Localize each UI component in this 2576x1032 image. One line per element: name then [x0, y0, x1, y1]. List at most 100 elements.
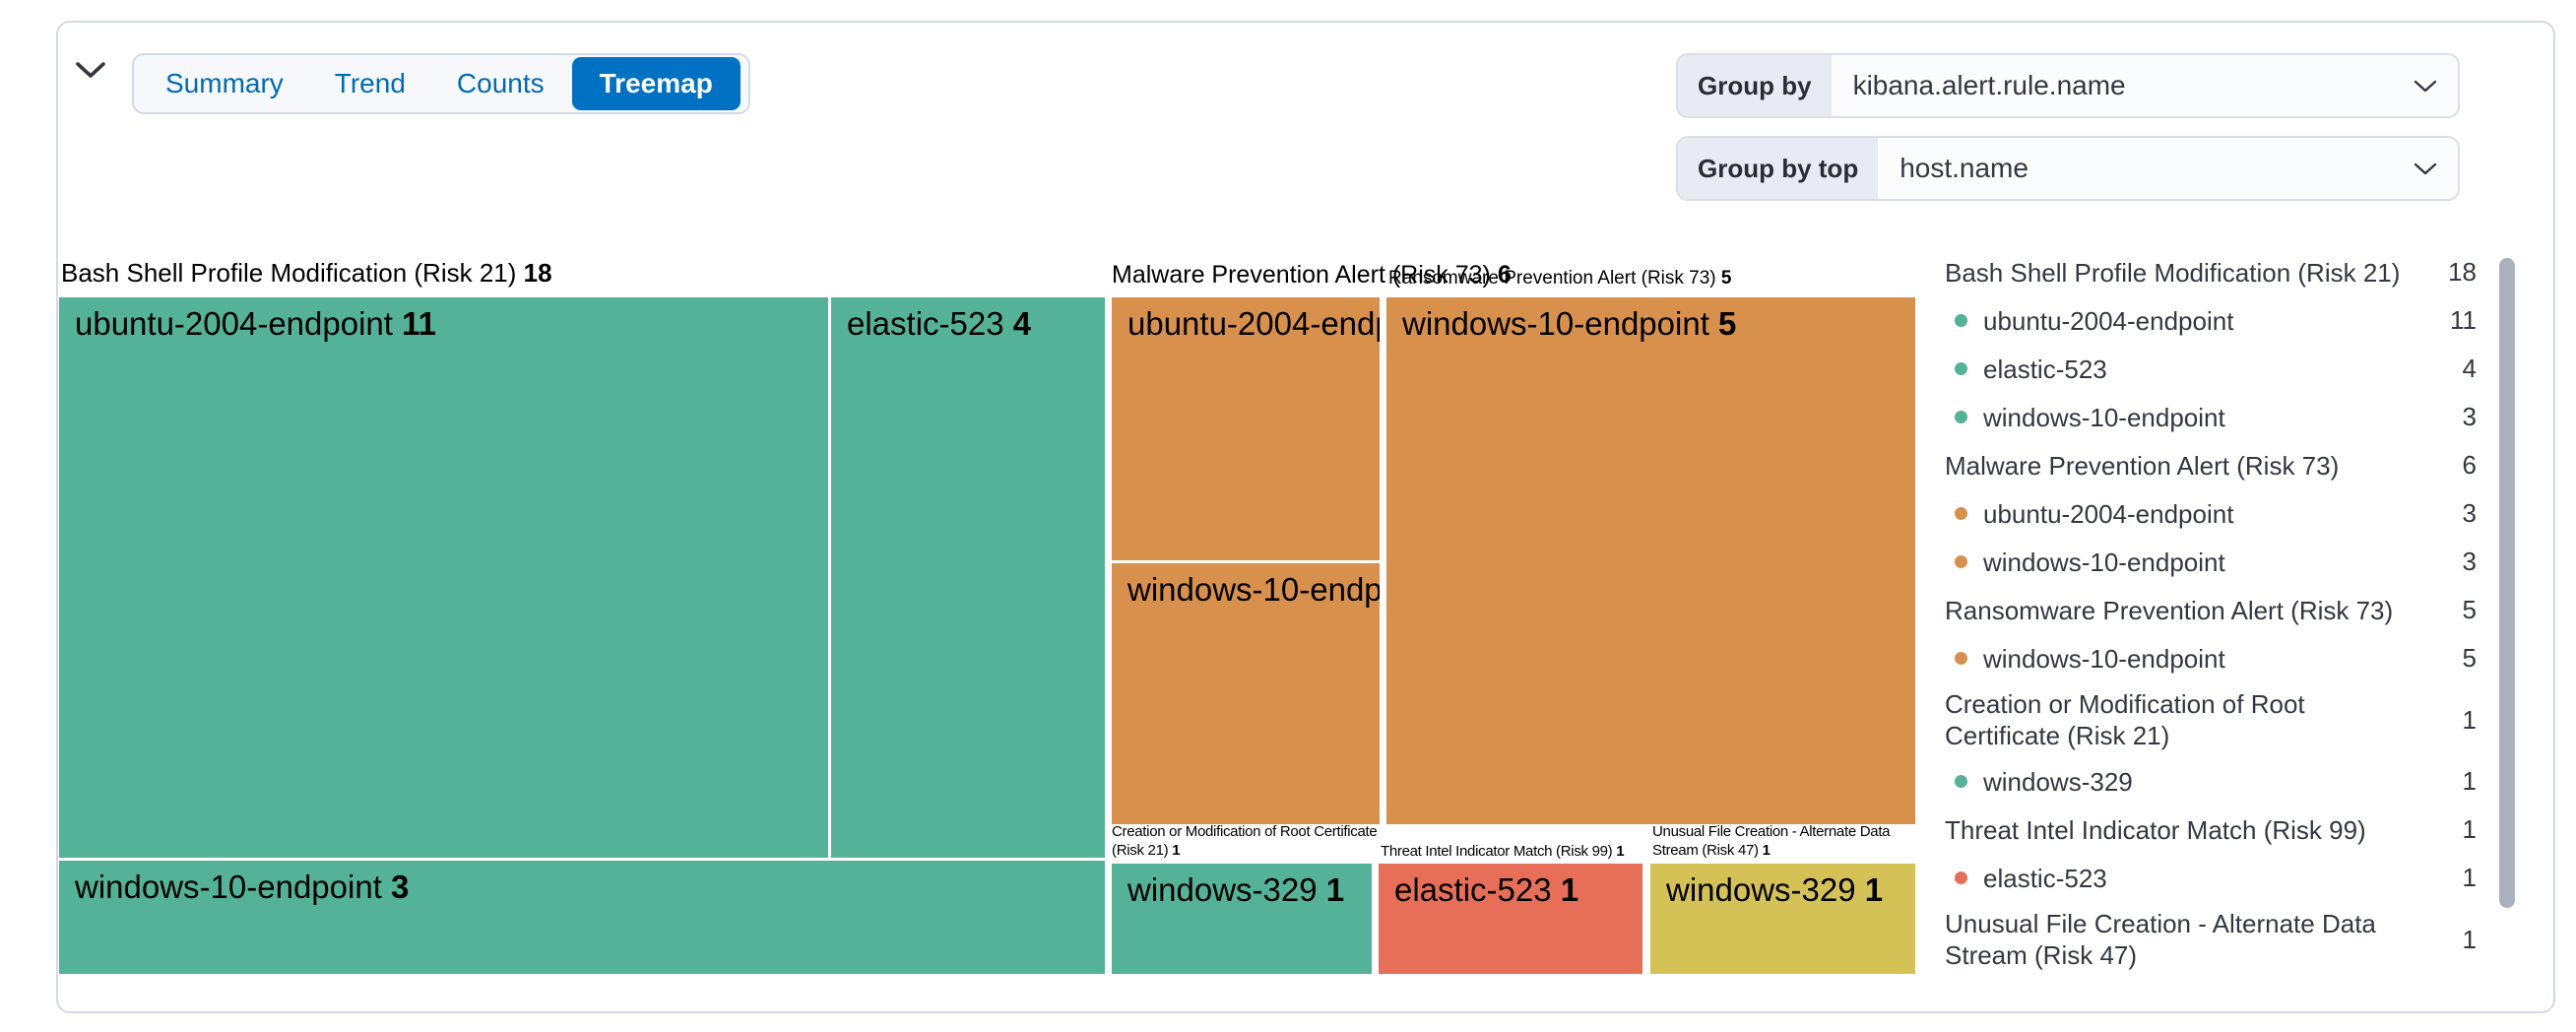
legend-count: 11	[2450, 305, 2477, 335]
legend-item-host[interactable]: windows-10-endpoint 3	[1945, 393, 2477, 441]
legend-label: windows-10-endpoint	[1983, 402, 2225, 432]
tab-summary[interactable]: Summary	[140, 57, 309, 110]
group-header-count: 1	[1762, 842, 1771, 859]
chevron-down-icon	[2413, 138, 2458, 199]
tab-trend[interactable]: Trend	[309, 57, 431, 110]
legend-label: windows-10-endpoint	[1983, 547, 2225, 577]
tile-unusual-file-windows-329[interactable]: windows-329 1	[1650, 864, 1915, 974]
chevron-down-icon	[2413, 55, 2458, 116]
legend-count: 3	[2462, 547, 2477, 576]
legend-item-host[interactable]: windows-10-endpoint 3	[1945, 538, 2477, 586]
legend-color-dot	[1955, 555, 1967, 568]
legend-count: 3	[2462, 402, 2477, 431]
tile-host: windows-10-endpoint	[1127, 571, 1380, 608]
legend-color-dot	[1955, 871, 1967, 884]
group-header-count: 1	[1172, 842, 1181, 859]
legend-item-host[interactable]: windows-10-endpoint 5	[1945, 634, 2477, 682]
tile-threat-intel-elastic-523[interactable]: elastic-523 1	[1379, 864, 1642, 974]
view-button-group: Summary Trend Counts Treemap	[132, 53, 750, 114]
legend-label: windows-329	[1983, 766, 2133, 797]
treemap-group-header-ransomware: Ransomware Prevention Alert (Risk 73) 5	[1388, 268, 1732, 290]
tile-bash-elastic-523[interactable]: elastic-523 4	[831, 297, 1105, 858]
group-header-text: Unusual File Creation - Alternate Data S…	[1652, 823, 1891, 859]
legend-item-host[interactable]: ubuntu-2004-endpoint 11	[1945, 296, 2477, 345]
legend-count: 1	[2462, 863, 2477, 892]
legend-count: 5	[2462, 643, 2477, 673]
group-by-select[interactable]: Group by kibana.alert.rule.name	[1676, 53, 2460, 118]
tile-host: windows-10-endpoint	[1402, 305, 1709, 342]
tile-malware-windows-10-endpoint[interactable]: windows-10-endpoint 3	[1112, 563, 1380, 824]
group-by-label: Group by	[1678, 55, 1832, 116]
legend-item-host[interactable]: elastic-523 1	[1945, 854, 2477, 902]
legend-item-rule[interactable]: Creation or Modification of Root Certifi…	[1945, 682, 2477, 757]
legend-count: 1	[2462, 704, 2477, 735]
tile-label: windows-10-endpoint 5	[1386, 297, 1915, 351]
legend-color-dot	[1955, 775, 1967, 788]
treemap-group-header-unusual-file: Unusual File Creation - Alternate Data S…	[1652, 822, 1934, 860]
tile-count: 3	[391, 869, 410, 905]
legend-label: windows-10-endpoint	[1983, 643, 2225, 674]
tab-counts[interactable]: Counts	[431, 57, 570, 110]
tile-label: windows-329 1	[1650, 864, 1915, 917]
legend-count: 5	[2462, 595, 2477, 624]
group-by-top-select[interactable]: Group by top host.name	[1676, 136, 2460, 201]
chevron-down-icon	[73, 58, 108, 85]
treemap-group-header-bash: Bash Shell Profile Modification (Risk 21…	[61, 258, 552, 289]
tile-host: ubuntu-2004-endpoint	[75, 305, 393, 342]
group-by-value: kibana.alert.rule.name	[1852, 70, 2126, 100]
legend-label: ubuntu-2004-endpoint	[1983, 305, 2234, 336]
legend-item-rule[interactable]: Threat Intel Indicator Match (Risk 99) 1	[1945, 806, 2477, 854]
legend-label: ubuntu-2004-endpoint	[1983, 498, 2234, 529]
legend-item-host[interactable]: elastic-523 4	[1945, 345, 2477, 393]
legend-count: 3	[2462, 498, 2477, 528]
tile-host: elastic-523	[847, 305, 1004, 342]
legend: Bash Shell Profile Modification (Risk 21…	[1945, 248, 2477, 977]
tile-root-certificate-windows-329[interactable]: windows-329 1	[1112, 864, 1372, 974]
group-header-text: Ransomware Prevention Alert (Risk 73)	[1388, 268, 1716, 289]
group-header-count: 1	[1616, 843, 1625, 860]
group-header-text: Creation or Modification of Root Certifi…	[1112, 823, 1378, 859]
tab-treemap[interactable]: Treemap	[571, 57, 741, 110]
tile-malware-ubuntu-2004-endpoint[interactable]: ubuntu-2004-endpoint 3	[1112, 297, 1380, 560]
collapse-panel-button[interactable]	[69, 51, 112, 91]
tile-count: 5	[1718, 305, 1737, 342]
group-header-text: Bash Shell Profile Modification (Risk 21…	[61, 258, 517, 288]
tile-count: 11	[402, 305, 437, 342]
legend-label: Ransomware Prevention Alert (Risk 73)	[1945, 595, 2394, 625]
treemap-group-header-threat-intel: Threat Intel Indicator Match (Risk 99) 1	[1381, 843, 1625, 860]
legend-item-host[interactable]: ubuntu-2004-endpoint 3	[1945, 489, 2477, 538]
tile-count: 1	[1560, 871, 1579, 908]
legend-label: Unusual File Creation - Alternate Data S…	[1945, 909, 2376, 970]
legend-item-rule[interactable]: Ransomware Prevention Alert (Risk 73) 5	[1945, 586, 2477, 634]
group-by-top-value: host.name	[1900, 153, 2029, 183]
legend-label: elastic-523	[1983, 863, 2107, 893]
tile-label: windows-329 1	[1112, 864, 1372, 917]
tile-label: windows-10-endpoint 3	[59, 861, 1105, 914]
legend-item-rule[interactable]: Malware Prevention Alert (Risk 73) 6	[1945, 441, 2477, 489]
tile-count: 1	[1325, 871, 1345, 908]
tile-label: elastic-523 4	[831, 297, 1105, 351]
legend-label: elastic-523	[1983, 354, 2107, 384]
legend-count: 1	[2462, 814, 2477, 844]
treemap-group-header-root-certificate: Creation or Modification of Root Certifi…	[1112, 822, 1389, 860]
tile-host: ubuntu-2004-endpoint	[1127, 305, 1380, 342]
legend-item-host[interactable]: windows-329 1	[1945, 757, 2477, 806]
group-header-count: 5	[1720, 268, 1732, 289]
tile-ransomware-windows-10-endpoint[interactable]: windows-10-endpoint 5	[1386, 297, 1915, 824]
legend-item-rule[interactable]: Bash Shell Profile Modification (Risk 21…	[1945, 248, 2477, 296]
treemap-group-header-malware: Malware Prevention Alert (Risk 73) 6	[1112, 261, 1512, 290]
group-header-count: 18	[523, 258, 552, 288]
legend-color-dot	[1955, 362, 1967, 375]
tile-bash-windows-10-endpoint[interactable]: windows-10-endpoint 3	[59, 861, 1105, 974]
legend-color-dot	[1955, 652, 1967, 665]
tile-count: 4	[1012, 305, 1032, 342]
legend-color-dot	[1955, 314, 1967, 327]
tile-bash-ubuntu-2004-endpoint[interactable]: ubuntu-2004-endpoint 11	[59, 297, 828, 858]
legend-item-rule[interactable]: Unusual File Creation - Alternate Data S…	[1945, 902, 2477, 977]
group-header-text: Threat Intel Indicator Match (Risk 99)	[1381, 843, 1613, 860]
tile-label: elastic-523 1	[1379, 864, 1642, 917]
legend-scrollbar-thumb[interactable]	[2499, 258, 2515, 908]
legend-color-dot	[1955, 411, 1967, 423]
legend-label: Threat Intel Indicator Match (Risk 99)	[1945, 814, 2366, 845]
